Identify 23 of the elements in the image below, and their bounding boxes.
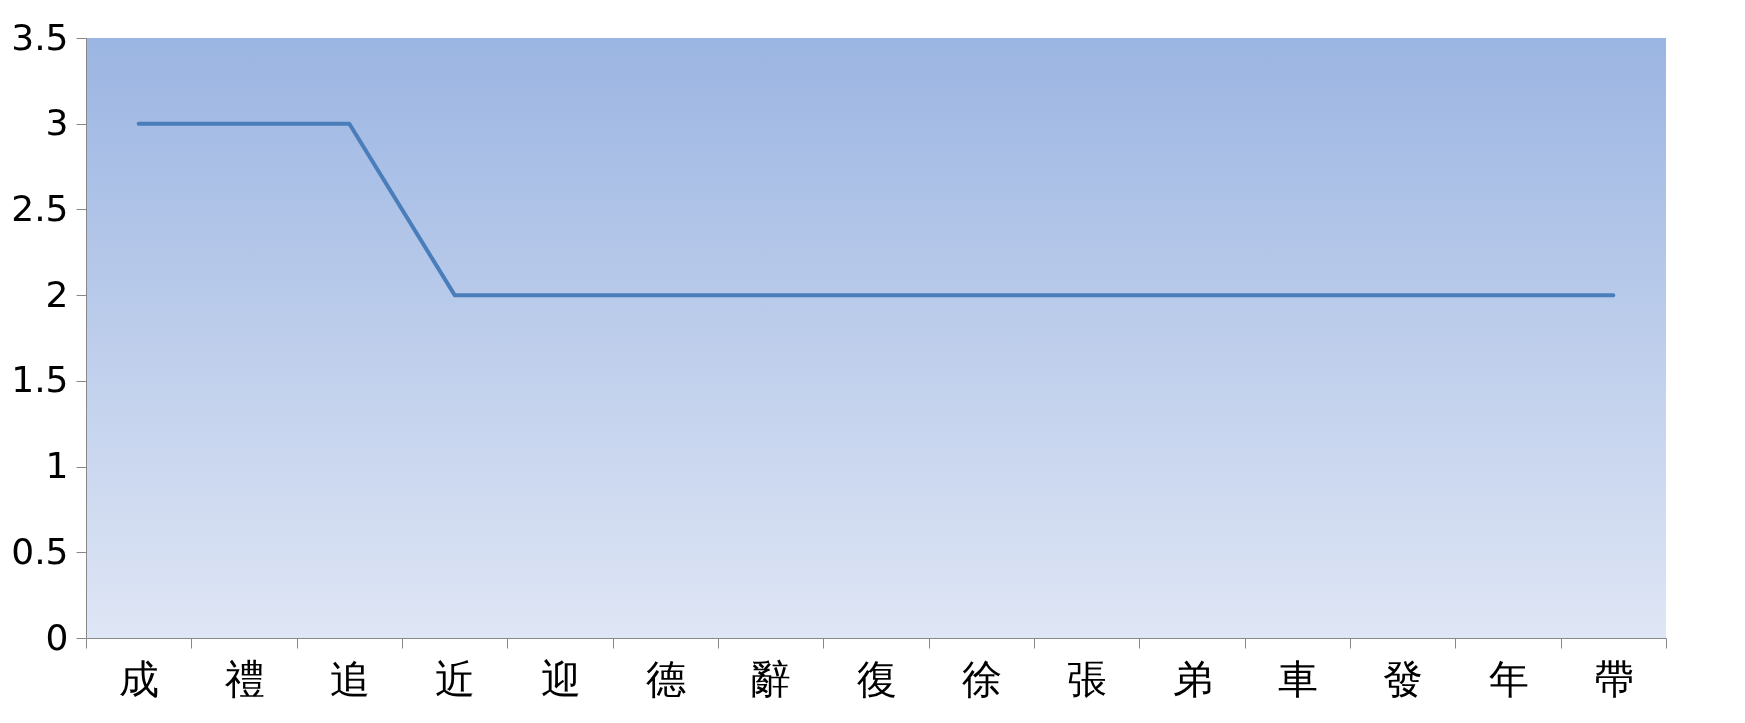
x-tick-label: 禮: [224, 655, 265, 702]
x-tick-label: 張: [1067, 655, 1108, 702]
x-tick-label: 追: [329, 655, 370, 702]
x-tick-label: 徐: [961, 655, 1002, 702]
x-tick-label: 成: [119, 655, 160, 702]
x-tick-label: 年: [1488, 655, 1529, 702]
x-tick-label: 辭: [751, 655, 792, 702]
x-tick-label: 車: [1277, 655, 1318, 702]
x-tick-label: 發: [1383, 655, 1424, 702]
x-tick-label: 復: [856, 655, 897, 702]
y-tick-label: 1.5: [11, 359, 69, 401]
x-tick-label: 德: [645, 655, 686, 702]
y-tick-label: 1: [45, 445, 69, 487]
y-tick-label: 0: [45, 616, 69, 658]
x-tick-label: 迎: [540, 655, 581, 702]
x-tick-label: 弟: [1172, 655, 1213, 702]
x-tick-label: 近: [435, 655, 476, 702]
y-tick-label: 0.5: [11, 530, 69, 572]
y-tick-label: 3: [45, 102, 69, 144]
y-tick-label: 3.5: [11, 16, 69, 58]
y-tick-label: 2: [45, 273, 69, 315]
x-tick-label: 帶: [1593, 655, 1634, 702]
y-tick-label: 2.5: [11, 187, 69, 229]
